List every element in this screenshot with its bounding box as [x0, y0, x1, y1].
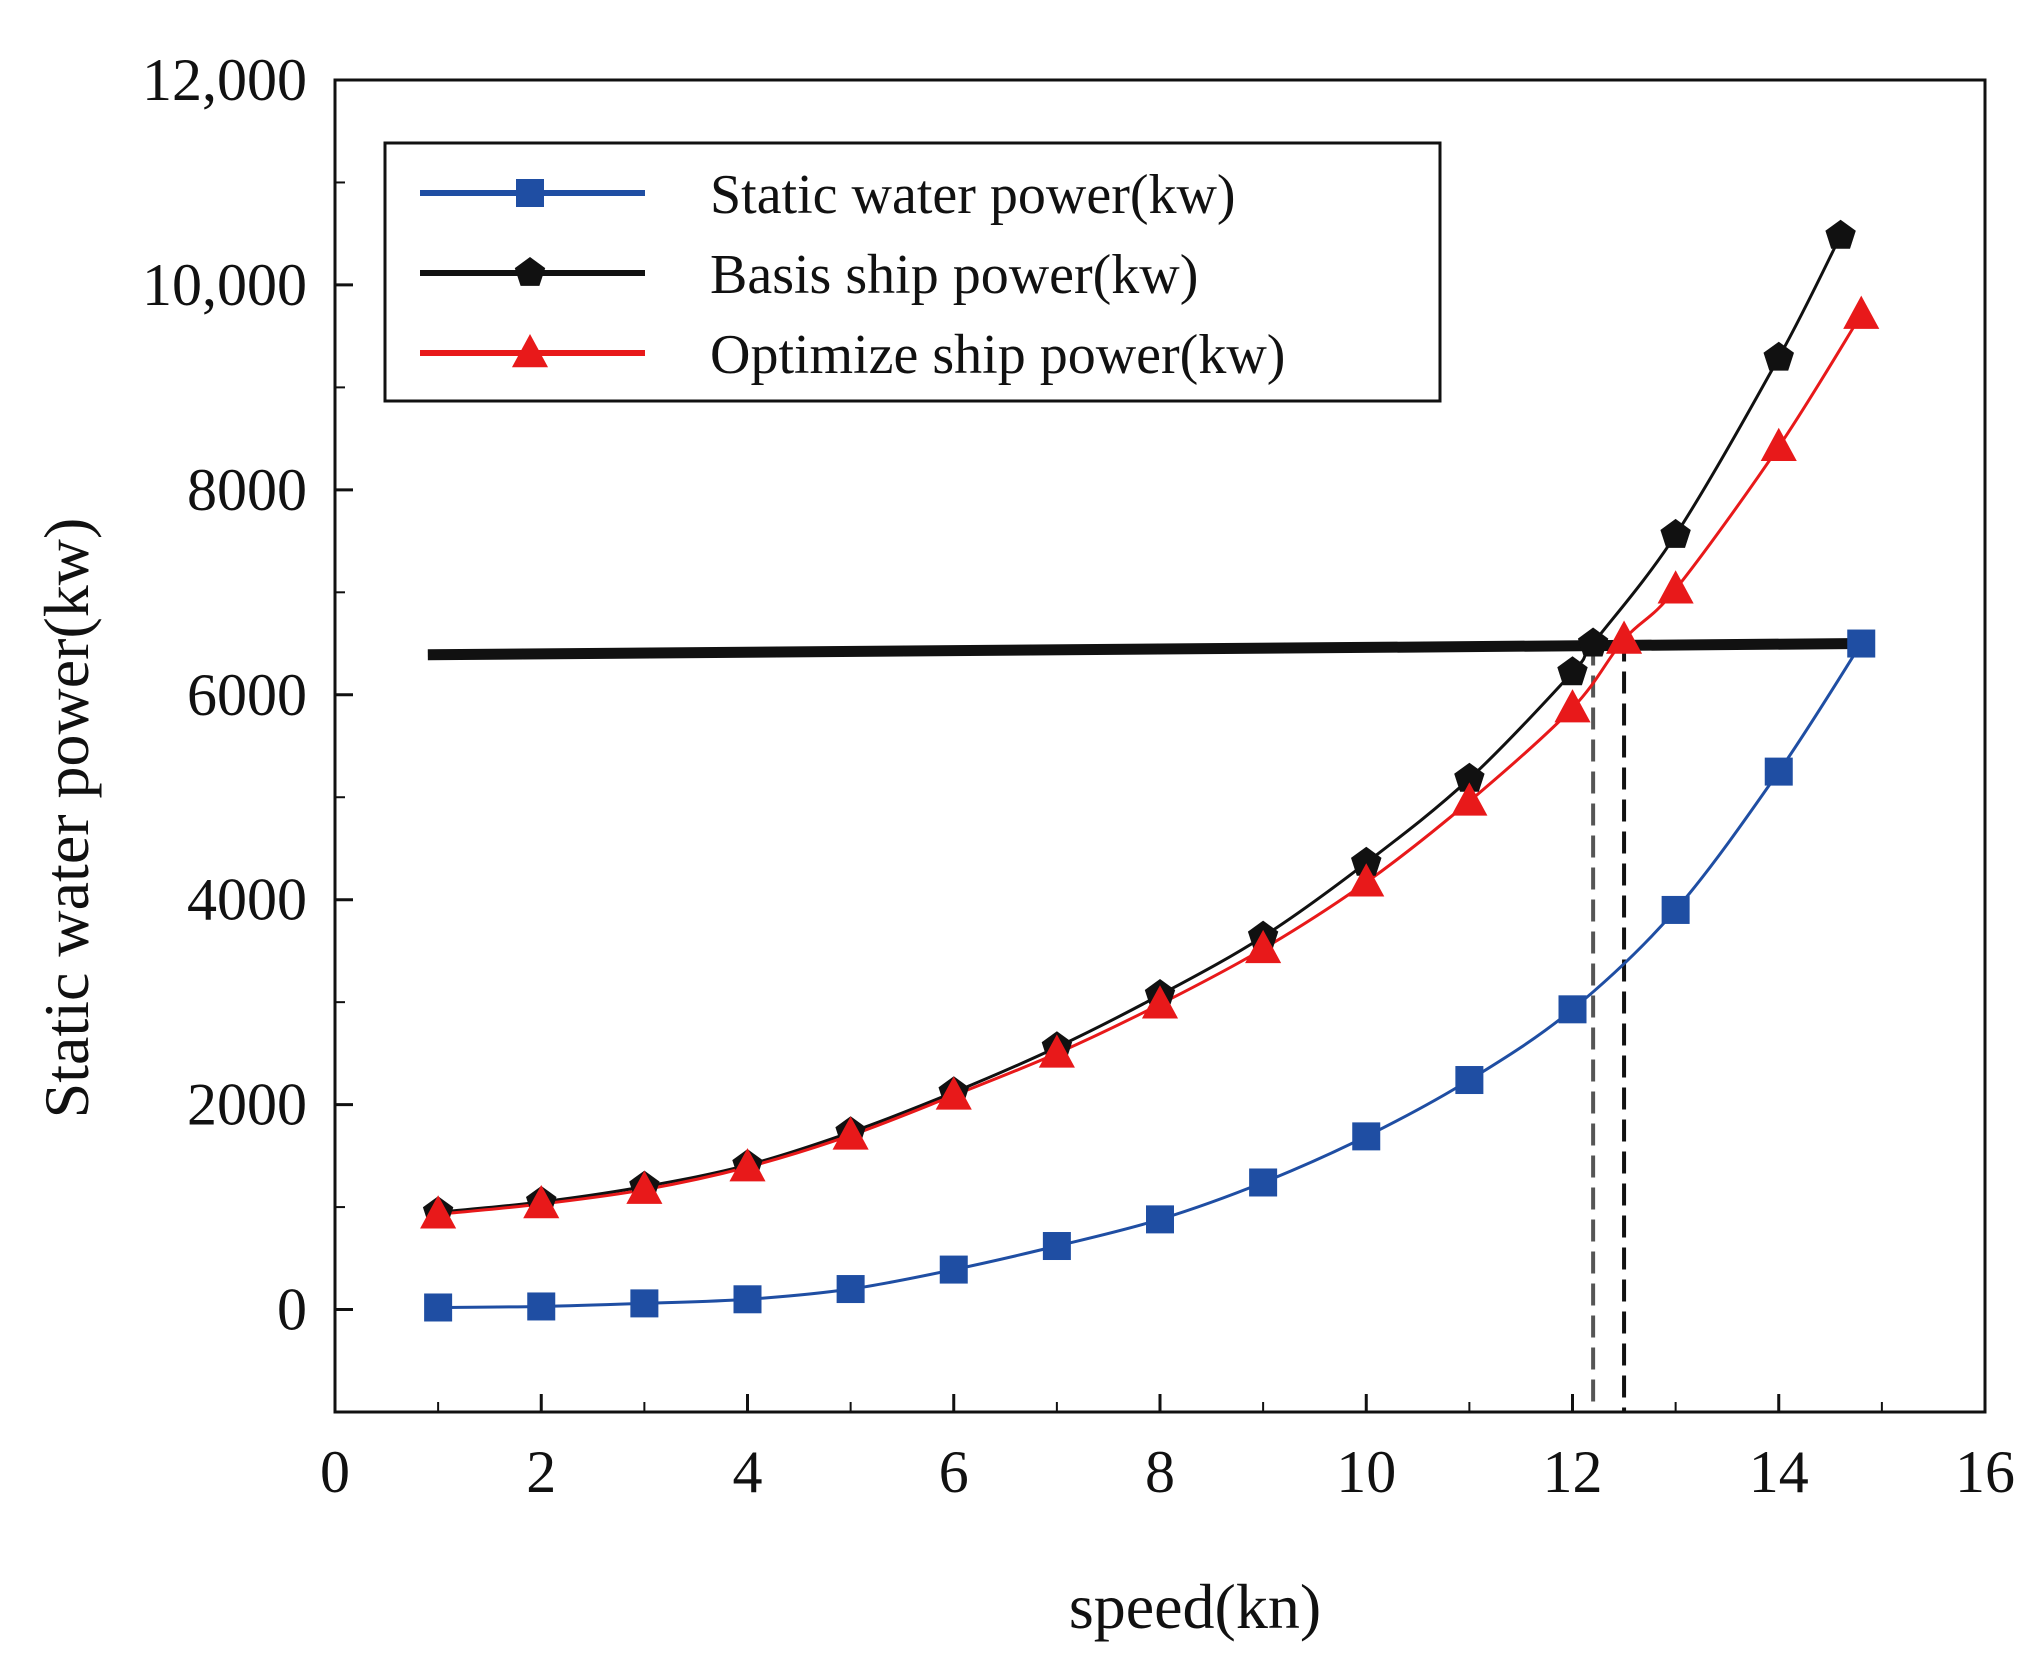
- data-point-series-1: [1847, 629, 1876, 658]
- data-point-series-1: [1042, 1232, 1071, 1261]
- x-tick-label: 6: [939, 1439, 969, 1505]
- series-markers: [420, 219, 1880, 1322]
- x-tick-label: 4: [733, 1439, 763, 1505]
- data-point-series-3: [935, 1076, 972, 1110]
- legend-marker: [516, 179, 544, 207]
- data-point-series-2: [1557, 656, 1588, 686]
- legend-label: Optimize ship power(kw): [710, 324, 1285, 386]
- data-point-series-2: [1825, 219, 1856, 249]
- y-tick-label: 2000: [187, 1072, 307, 1138]
- data-point-series-3: [1606, 620, 1643, 654]
- legend-label: Static water power(kw): [710, 164, 1236, 226]
- y-tick-label: 0: [277, 1277, 307, 1343]
- data-point-series-1: [424, 1293, 453, 1322]
- data-point-series-2: [1351, 846, 1382, 876]
- data-point-series-3: [832, 1116, 869, 1150]
- x-tick-label: 0: [320, 1439, 350, 1505]
- data-point-series-3: [1348, 863, 1385, 897]
- data-point-series-3: [1657, 570, 1694, 604]
- legend-label: Basis ship power(kw): [710, 244, 1198, 306]
- data-point-series-3: [729, 1148, 766, 1182]
- data-point-series-1: [1558, 995, 1587, 1024]
- y-tick-label: 8000: [187, 457, 307, 523]
- x-tick-label: 2: [526, 1439, 556, 1505]
- x-tick-label: 14: [1749, 1439, 1809, 1505]
- data-point-series-1: [1352, 1122, 1381, 1151]
- data-point-series-2: [1763, 341, 1794, 371]
- data-point-series-1: [836, 1275, 865, 1304]
- data-point-series-3: [1451, 782, 1488, 816]
- x-tick-label: 8: [1145, 1439, 1175, 1505]
- y-tick-label: 12,000: [142, 47, 307, 113]
- data-point-series-1: [1249, 1168, 1278, 1197]
- data-point-series-2: [1454, 762, 1485, 792]
- data-point-series-1: [630, 1289, 659, 1318]
- data-point-series-1: [1764, 757, 1793, 786]
- data-point-series-3: [1843, 295, 1880, 329]
- ticks: 0 2 4 6 8 10 12 14 16 0 2000 4000 6000 8000 10,000 12,0…: [142, 47, 2015, 1505]
- data-point-series-2: [1577, 627, 1609, 657]
- y-axis-title: Static water power(kw): [31, 518, 102, 1119]
- data-point-series-3: [1038, 1034, 1075, 1068]
- x-tick-label: 12: [1543, 1439, 1603, 1505]
- data-point-series-3: [626, 1170, 663, 1204]
- legend-marker: [514, 257, 546, 286]
- legend-marker: [511, 334, 549, 368]
- data-point-series-3: [1554, 689, 1591, 723]
- dashed-guides: [1591, 639, 1627, 1412]
- threshold-line: [427, 638, 1862, 661]
- y-tick-label: 10,000: [142, 252, 307, 318]
- data-point-series-1: [1146, 1205, 1174, 1234]
- y-tick-label: 6000: [187, 662, 307, 728]
- data-point-series-1: [733, 1285, 762, 1314]
- y-tick-label: 4000: [187, 867, 307, 933]
- data-point-series-2: [1660, 518, 1691, 548]
- data-point-series-3: [420, 1195, 457, 1229]
- x-axis-title: speed(kn): [1069, 1571, 1321, 1642]
- data-point-series-3: [1141, 985, 1179, 1019]
- data-point-series-3: [523, 1185, 560, 1219]
- x-tick-label: 16: [1955, 1439, 2015, 1505]
- threshold-line-group: [427, 638, 1862, 661]
- data-point-series-1: [527, 1292, 556, 1321]
- x-tick-label: 10: [1336, 1439, 1396, 1505]
- data-point-series-3: [1760, 427, 1797, 462]
- data-point-series-1: [1661, 895, 1690, 924]
- data-point-series-3: [1245, 929, 1282, 964]
- data-point-series-1: [1455, 1066, 1484, 1095]
- series-line-3: [437, 313, 1863, 1216]
- legend: Static water power(kw) Basis ship power(k…: [383, 141, 1442, 403]
- data-point-series-1: [939, 1255, 968, 1284]
